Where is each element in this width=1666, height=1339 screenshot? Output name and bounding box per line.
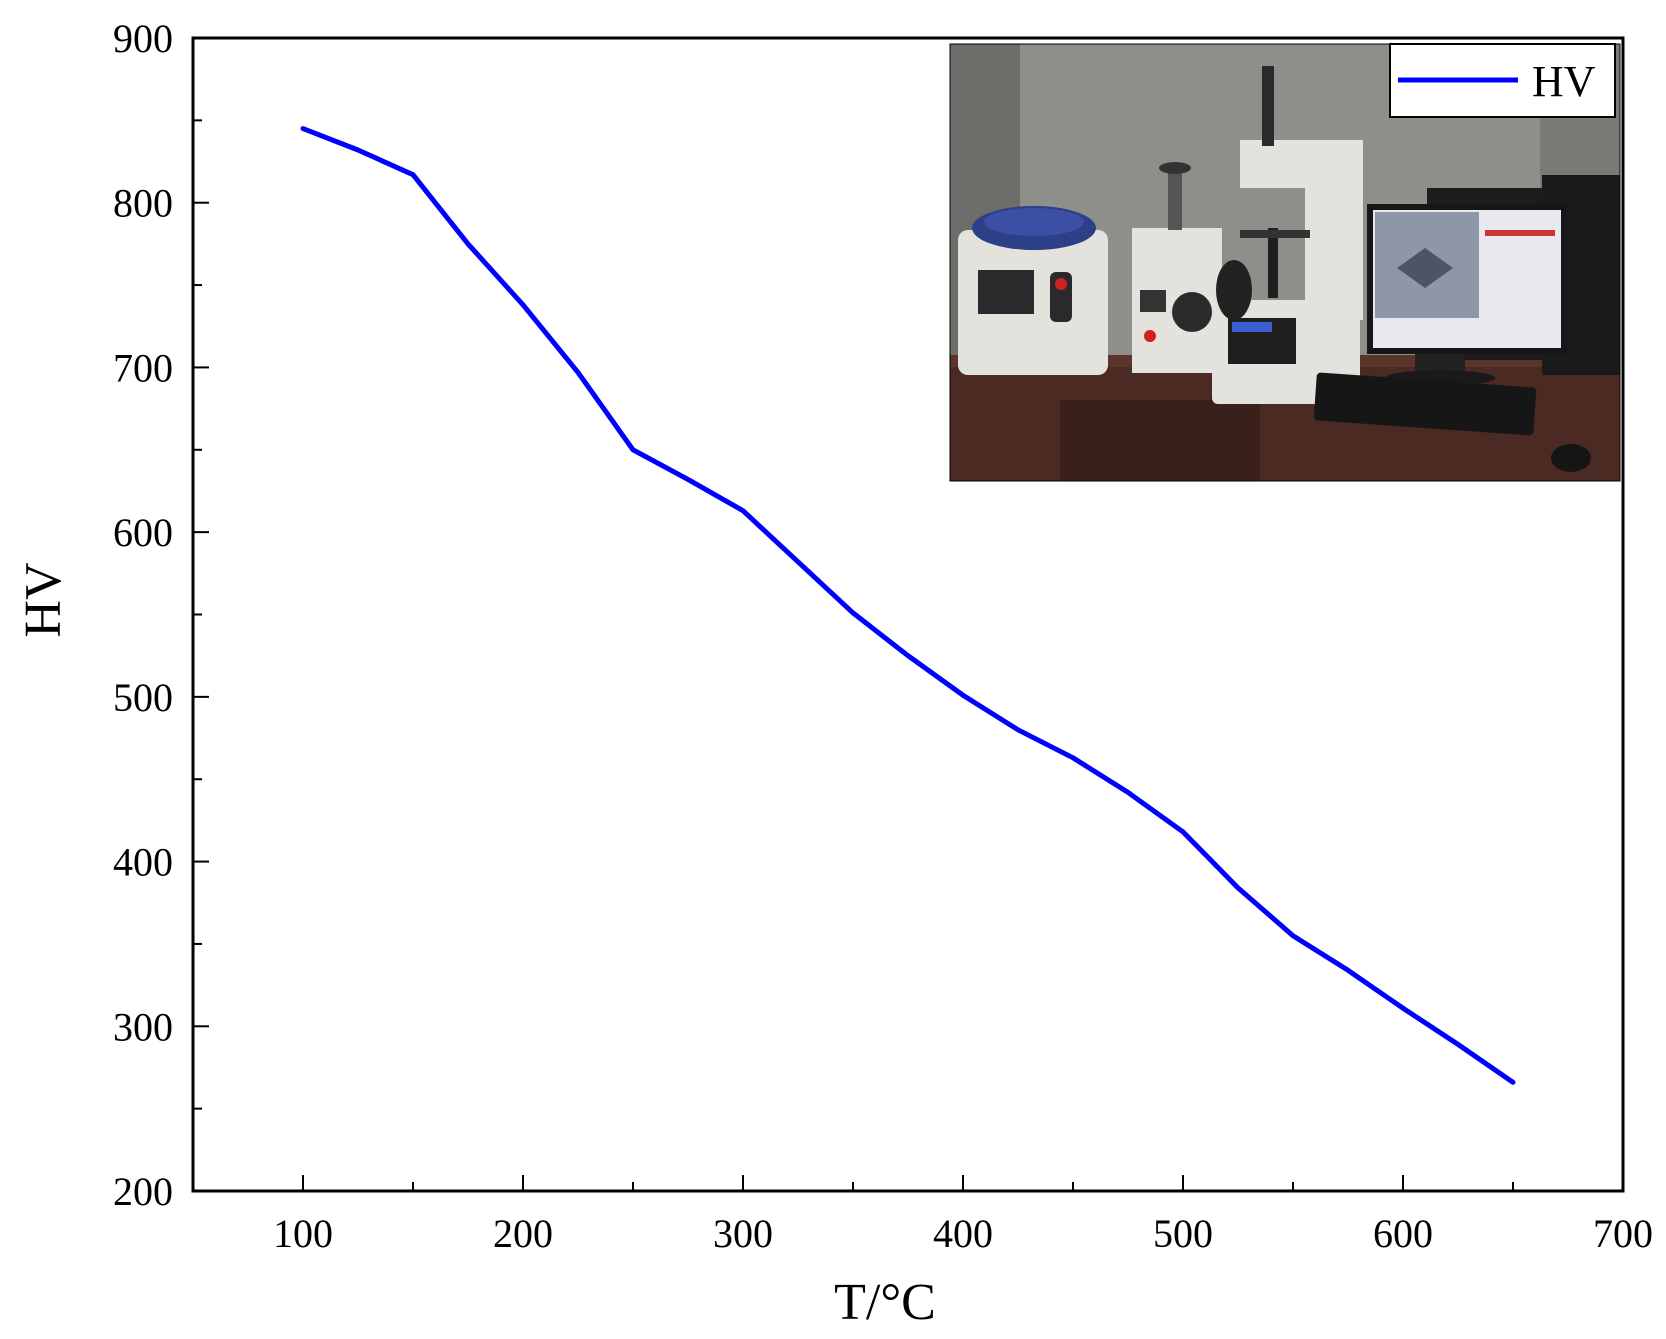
y-tick-label: 800 xyxy=(113,181,173,226)
y-tick-label: 500 xyxy=(113,675,173,720)
y-tick-label: 600 xyxy=(113,510,173,555)
legend-label-hv: HV xyxy=(1532,57,1596,106)
series-line-hv xyxy=(300,126,1516,1085)
computer-monitor xyxy=(1367,175,1620,386)
y-tick-label: 900 xyxy=(113,16,173,61)
equipment-photo-inset xyxy=(950,44,1620,481)
legend: HV xyxy=(1389,43,1616,118)
x-tick-label: 300 xyxy=(713,1211,773,1256)
y-axis-ticks: 200 300 400 500 600 700 800 900 xyxy=(113,16,209,1214)
y-axis-title: HV xyxy=(15,562,72,637)
y-tick-label: 200 xyxy=(113,1169,173,1214)
y-tick-label: 300 xyxy=(113,1004,173,1049)
x-tick-label: 600 xyxy=(1373,1211,1433,1256)
inset-border xyxy=(949,43,1621,482)
polisher-machine xyxy=(958,206,1108,375)
x-tick-label: 500 xyxy=(1153,1211,1213,1256)
x-tick-label: 100 xyxy=(273,1211,333,1256)
y-tick-label: 700 xyxy=(113,345,173,390)
x-axis-ticks: 100 200 300 400 500 600 700 xyxy=(192,1175,1653,1256)
x-tick-label: 400 xyxy=(933,1211,993,1256)
mounting-press xyxy=(1132,162,1222,373)
y-tick-label: 400 xyxy=(113,840,173,885)
x-tick-label: 200 xyxy=(493,1211,553,1256)
x-tick-label: 700 xyxy=(1593,1211,1653,1256)
x-axis-title: T/°C xyxy=(834,1274,936,1331)
